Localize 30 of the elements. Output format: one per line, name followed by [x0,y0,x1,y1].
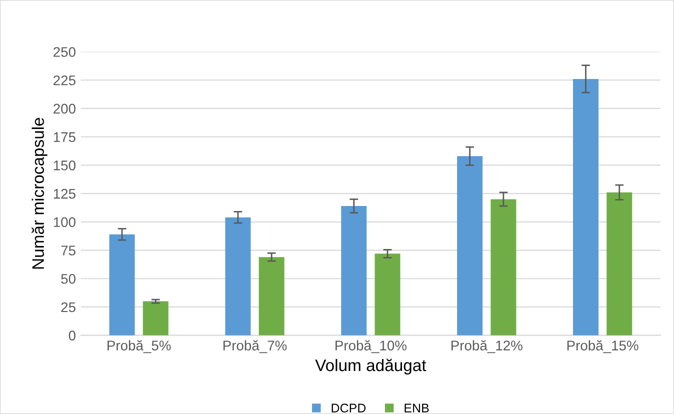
y-tick-label: 175 [54,132,76,142]
y-tick-label: 25 [61,302,76,312]
y-tick-label: 200 [54,104,76,114]
x-tick-label: Probă_7% [223,340,287,354]
y-tick-label: 125 [54,188,76,199]
y-tick-label: 250 [54,47,76,57]
bar [142,301,168,336]
y-tick-label: 75 [61,246,76,256]
x-tick-label: Probă_10% [336,340,406,354]
bar [341,206,367,336]
bar [572,78,598,336]
legend-label: DCPD [332,404,366,412]
bar [109,234,135,336]
bar [258,257,284,336]
bar [374,254,400,336]
bar [606,192,632,336]
y-tick-label: 0 [68,330,76,341]
legend-label: ENB [404,404,429,412]
x-axis-title: Volum adăugat [315,358,426,375]
y-tick-label: 150 [54,160,76,170]
y-axis-title: Număr microcapsule [32,118,48,269]
bar [490,199,516,336]
x-tick-label: Probă_12% [451,340,522,354]
bar [457,156,483,336]
x-tick-label: Probă_15% [567,340,638,354]
y-tick-label: 225 [54,75,76,86]
y-tick-label: 100 [54,217,76,228]
y-tick-label: 50 [61,274,76,284]
x-tick-label: Probă_5% [108,340,171,354]
bar [225,217,251,336]
